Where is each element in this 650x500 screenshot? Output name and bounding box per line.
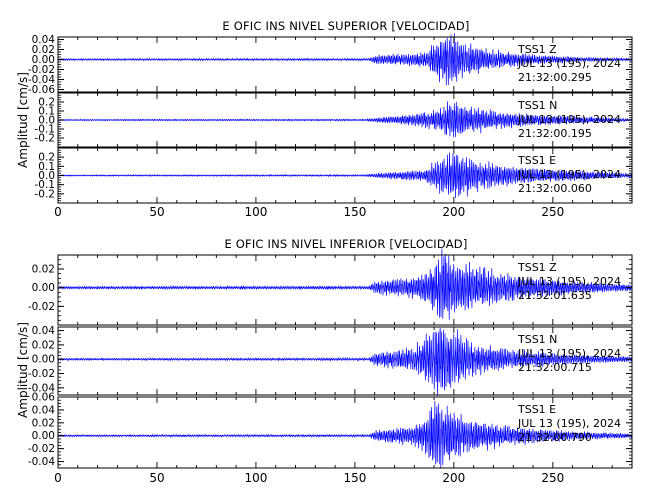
y-tick-label: -0.04 xyxy=(28,382,55,394)
station-annotation: 21:32:00.195 xyxy=(518,127,592,140)
station-annotation: 21:32:00.060 xyxy=(518,182,592,195)
x-tick-label: 150 xyxy=(343,205,366,219)
seismogram-trace xyxy=(57,33,633,86)
y-tick-label: -0.04 xyxy=(28,74,55,86)
y-tick-label: 0.2 xyxy=(38,97,55,109)
y-tick-label: -0.1 xyxy=(35,124,56,136)
station-annotation: JUL 13 (195), 2024 xyxy=(517,113,621,126)
station-annotation: 21:32:00.295 xyxy=(518,71,592,84)
y-tick-label: 0.2 xyxy=(38,152,55,164)
trace-frame xyxy=(57,254,633,326)
seismogram-trace xyxy=(57,327,633,397)
y-tick-label: -0.02 xyxy=(28,368,55,380)
y-tick-label: 0.02 xyxy=(32,44,55,56)
y-tick-label: -0.02 xyxy=(28,301,55,313)
x-tick-label: 250 xyxy=(541,471,564,485)
station-annotation: TSS1 E xyxy=(517,154,556,167)
seismogram-trace xyxy=(57,400,633,469)
seismogram-trace xyxy=(57,152,633,199)
x-tick-label: 0 xyxy=(54,205,62,219)
title-nivel-superior: E OFIC INS NIVEL SUPERIOR [VELOCIDAD] xyxy=(222,19,469,33)
x-tick-label: 150 xyxy=(343,471,366,485)
x-tick-label: 0 xyxy=(54,471,62,485)
x-tick-label: 100 xyxy=(244,205,267,219)
y-tick-label: 0.00 xyxy=(32,54,55,66)
seismogram-trace xyxy=(57,248,633,320)
trace-frame xyxy=(57,326,633,396)
station-annotation: TSS1 E xyxy=(517,403,556,416)
y-tick-label: 0.0 xyxy=(38,115,55,127)
station-annotation: 21:32:00.715 xyxy=(518,361,592,374)
y-tick-label: 0.06 xyxy=(32,392,56,404)
panel-nivel-superior: E OFIC INS NIVEL SUPERIOR [VELOCIDAD] Am… xyxy=(16,19,633,219)
y-tick-label: -0.02 xyxy=(28,64,55,76)
y-tick-label: 0.04 xyxy=(32,325,56,337)
x-tick-label: 200 xyxy=(442,471,465,485)
y-tick-label: -0.04 xyxy=(28,456,55,468)
y-tick-label: 0.04 xyxy=(32,404,56,416)
station-annotation: TSS1 Z xyxy=(517,43,557,56)
y-tick-label: 0.1 xyxy=(38,106,55,118)
station-annotation: 21:32:00.790 xyxy=(518,431,592,444)
x-tick-label: 50 xyxy=(149,205,164,219)
station-annotation: JUL 13 (195), 2024 xyxy=(517,417,621,430)
x-tick-label: 100 xyxy=(244,471,267,485)
ylabel-nivel-inferior: Amplitud [cm/s] xyxy=(16,322,30,418)
y-tick-label: 0.02 xyxy=(32,339,55,351)
y-tick-label: 0.02 xyxy=(32,417,55,429)
station-annotation: JUL 13 (195), 2024 xyxy=(517,57,621,70)
station-annotation: JUL 13 (195), 2024 xyxy=(517,168,621,181)
station-annotation: TSS1 N xyxy=(517,333,557,346)
x-tick-label: 250 xyxy=(541,205,564,219)
y-tick-label: -0.02 xyxy=(28,443,55,455)
y-tick-label: -0.2 xyxy=(35,133,56,145)
panel-nivel-inferior: E OFIC INS NIVEL INFERIOR [VELOCIDAD] Am… xyxy=(16,237,633,485)
y-tick-label: -0.06 xyxy=(28,84,55,96)
x-tick-label: 200 xyxy=(442,205,465,219)
y-tick-label: -0.1 xyxy=(35,179,56,191)
y-tick-label: 0.1 xyxy=(38,161,55,173)
y-tick-label: 0.02 xyxy=(32,264,55,276)
station-annotation: JUL 13 (195), 2024 xyxy=(517,275,621,288)
station-annotation: 21:32:01.635 xyxy=(518,289,592,302)
station-annotation: TSS1 N xyxy=(517,99,557,112)
title-nivel-inferior: E OFIC INS NIVEL INFERIOR [VELOCIDAD] xyxy=(224,237,467,251)
y-tick-label: -0.2 xyxy=(35,188,56,200)
y-tick-label: 0.0 xyxy=(38,170,55,182)
x-tick-label: 50 xyxy=(149,471,164,485)
ylabel-nivel-superior: Amplitud [cm/s] xyxy=(16,72,30,168)
y-tick-label: 0.00 xyxy=(32,282,55,294)
station-annotation: TSS1 Z xyxy=(517,261,557,274)
y-tick-label: 0.04 xyxy=(32,34,56,46)
y-tick-label: 0.00 xyxy=(32,430,55,442)
y-tick-label: 0.00 xyxy=(32,354,55,366)
seismogram-trace xyxy=(57,101,633,138)
station-annotation: JUL 13 (195), 2024 xyxy=(517,347,621,360)
